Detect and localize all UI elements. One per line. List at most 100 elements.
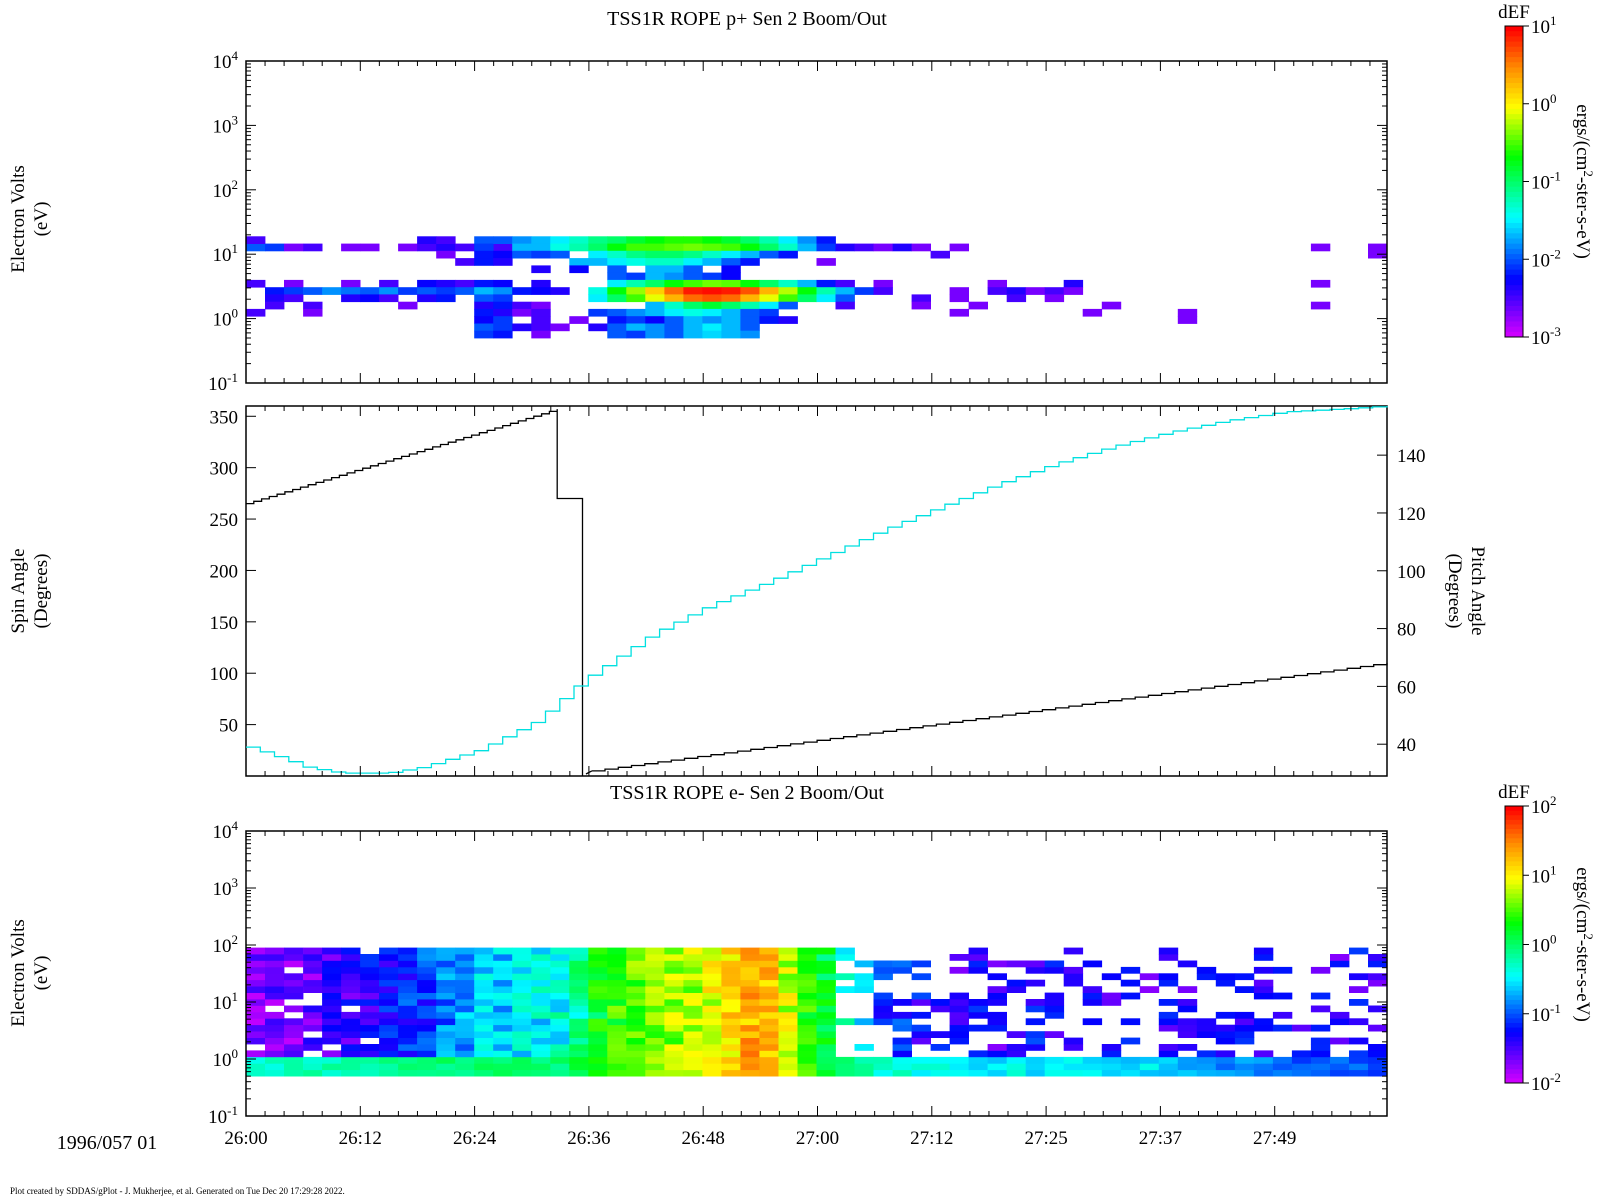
heatmap-cell <box>797 279 817 288</box>
heatmap-cell <box>797 973 817 981</box>
heatmap-cell <box>664 1018 684 1026</box>
heatmap-cell <box>455 947 475 955</box>
heatmap-cell <box>607 979 627 987</box>
heatmap-cell <box>417 236 437 244</box>
heatmap-cell <box>987 1024 1007 1032</box>
heatmap-cell <box>778 947 798 955</box>
time-tick-label-1: 26:12 <box>339 1128 382 1149</box>
heatmap-cell <box>455 999 475 1006</box>
heatmap-cell <box>683 1024 703 1032</box>
cb3-swatch <box>1505 1078 1523 1084</box>
heatmap-cell <box>1082 992 1103 1000</box>
heatmap-cell <box>721 272 741 281</box>
heatmap-cell <box>740 323 760 332</box>
heatmap-cell <box>702 294 722 303</box>
heatmap-cell <box>1063 287 1084 295</box>
heatmap-cell <box>569 1056 589 1064</box>
cb3-swatch <box>1505 976 1523 982</box>
heatmap-cell <box>892 966 912 974</box>
heatmap-cell <box>892 1069 912 1077</box>
heatmap-cell <box>1291 1056 1312 1064</box>
heatmap-cell <box>1006 979 1027 987</box>
heatmap-cell <box>265 301 285 310</box>
heatmap-cell <box>702 1056 722 1064</box>
heatmap-cell <box>683 966 703 974</box>
heatmap-cell <box>949 1069 969 1077</box>
heatmap-cell <box>455 966 475 974</box>
heatmap-cell <box>379 294 399 303</box>
heatmap-cell <box>1349 1018 1369 1026</box>
heatmap-cell <box>1044 1069 1065 1077</box>
heatmap-cell <box>588 1037 608 1045</box>
heatmap-cell <box>607 1069 627 1077</box>
heatmap-cell <box>702 258 722 266</box>
heatmap-cell <box>645 954 665 961</box>
heatmap-cell <box>1215 973 1236 981</box>
heatmap-cell <box>303 986 323 993</box>
heatmap-cell <box>1215 1063 1236 1071</box>
heatmap-cell <box>949 1024 969 1032</box>
p2-right-tick-label-5: 140 <box>1397 446 1426 467</box>
heatmap-cell <box>360 1056 380 1064</box>
heatmap-cell <box>436 1024 456 1032</box>
heatmap-cell <box>436 1037 456 1045</box>
heatmap-cell <box>341 999 361 1006</box>
heatmap-cell <box>512 308 532 317</box>
p1-y-tick-label-3: 102 <box>213 177 239 202</box>
heatmap-cell <box>1177 986 1198 993</box>
heatmap-cell <box>645 308 665 317</box>
cb1-swatch <box>1505 83 1523 89</box>
heatmap-cell <box>398 979 418 987</box>
heatmap-cell <box>816 973 836 981</box>
heatmap-cell <box>436 1063 456 1071</box>
heatmap-cell <box>721 294 741 303</box>
cb1-swatch <box>1505 31 1523 37</box>
heatmap-cell <box>265 1050 285 1058</box>
heatmap-cell <box>341 960 361 968</box>
cb3-swatch <box>1505 824 1523 830</box>
heatmap-cell <box>455 979 475 987</box>
cb3-swatch <box>1505 990 1523 996</box>
cb1-swatch <box>1505 72 1523 79</box>
heatmap-cell <box>740 1018 760 1026</box>
heatmap-cell <box>379 954 399 961</box>
heatmap-cell <box>721 1031 741 1038</box>
heatmap-cell <box>512 999 532 1006</box>
cb1-swatch <box>1505 305 1523 312</box>
heatmap-cell <box>379 1005 399 1013</box>
heatmap-cell <box>1253 1056 1274 1064</box>
heatmap-cell <box>664 966 684 974</box>
cb3-swatch <box>1505 866 1523 872</box>
heatmap-cell <box>379 1031 399 1038</box>
heatmap-cell <box>1101 992 1122 1000</box>
heatmap-cell <box>1063 1044 1084 1051</box>
heatmap-cell <box>1330 1069 1350 1077</box>
heatmap-cell <box>607 1063 627 1071</box>
heatmap-cell <box>398 1037 418 1045</box>
heatmap-cell <box>531 1056 551 1064</box>
heatmap-cell <box>968 1005 988 1013</box>
heatmap-cell <box>987 999 1007 1006</box>
heatmap-cell <box>1177 1063 1198 1071</box>
heatmap-cell <box>493 1044 513 1051</box>
heatmap-cell <box>436 979 456 987</box>
heatmap-cell <box>1177 1044 1198 1051</box>
heatmap-cell <box>531 947 551 955</box>
heatmap-cell <box>607 960 627 968</box>
heatmap-cell <box>759 279 779 288</box>
heatmap-cell <box>683 1044 703 1051</box>
cb3-swatch <box>1505 939 1523 945</box>
heatmap-cell <box>531 999 551 1006</box>
heatmap-cell <box>436 966 456 974</box>
panel1-title: TSS1R ROPE p+ Sen 2 Boom/Out <box>607 8 887 30</box>
heatmap-cell <box>721 1024 741 1032</box>
heatmap-cell <box>1368 1063 1388 1071</box>
heatmap-cell <box>493 301 513 310</box>
heatmap-cell <box>626 1018 646 1026</box>
cb1-swatch <box>1505 202 1523 208</box>
heatmap-cell <box>645 265 665 274</box>
heatmap-cell <box>1349 1056 1369 1064</box>
heatmap-cell <box>683 986 703 993</box>
cb1-tick-label-2: 10-1 <box>1531 169 1561 194</box>
heatmap-cell <box>930 1044 950 1051</box>
